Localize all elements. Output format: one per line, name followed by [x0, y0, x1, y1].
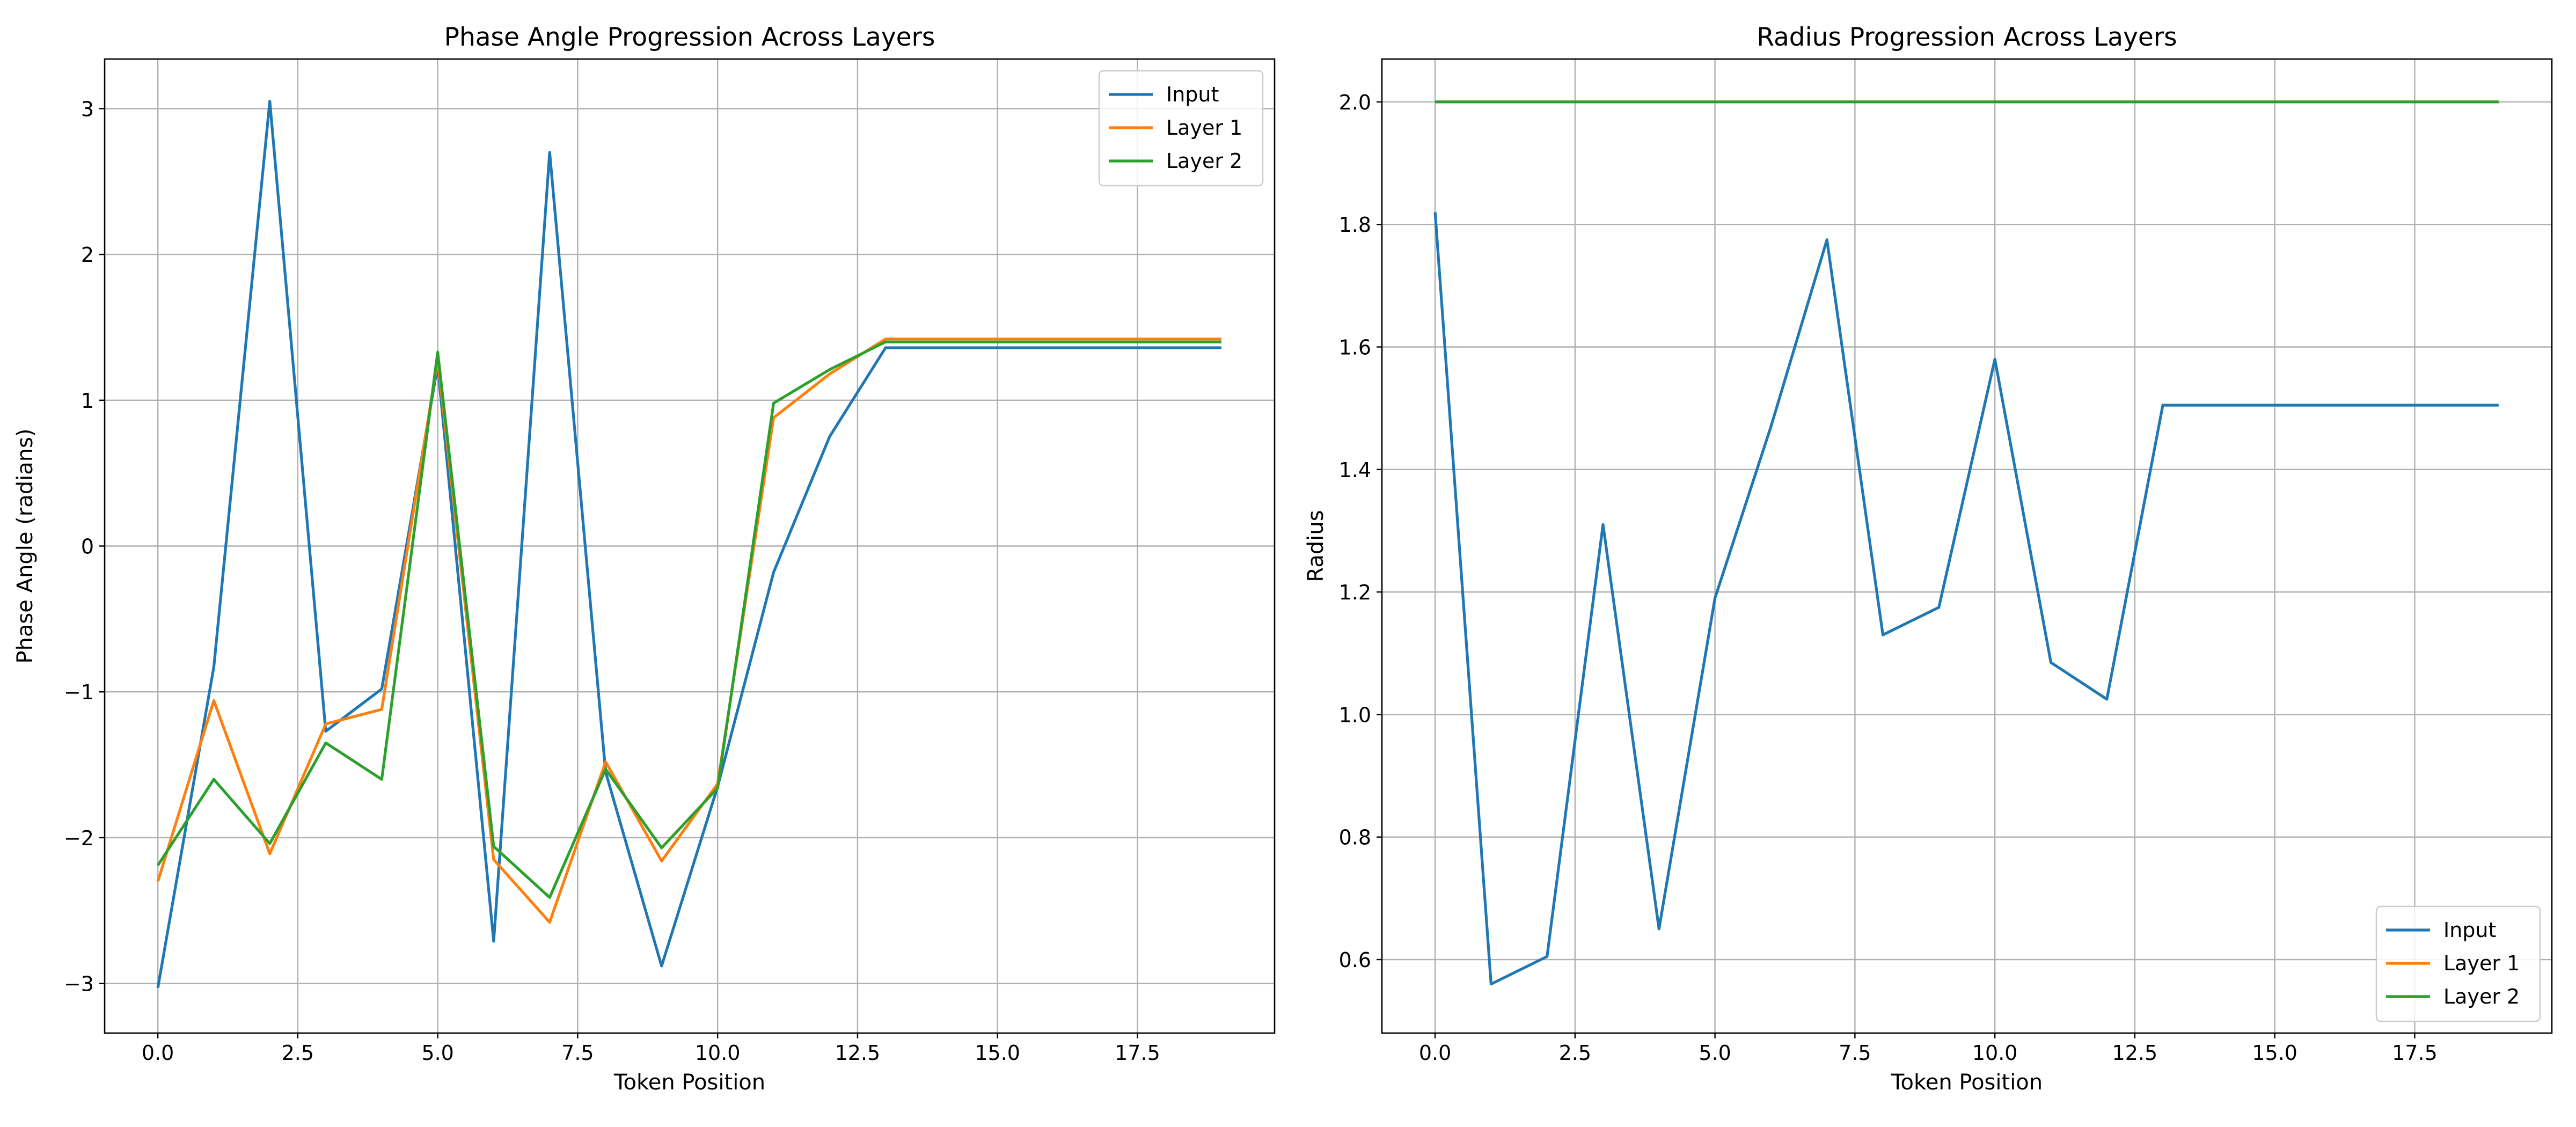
radius-y-tick-label: 2.0 — [1339, 91, 1371, 114]
phase-angle-chart: 0.0 2.5 5.0 7.5 10.0 12.5 15.0 17.5 −3 −2 −1 0 1 2 3 P… — [13, 23, 1276, 1095]
radius-x-axis-label: Token Position — [1891, 1070, 2043, 1095]
radius-x-tick-label: 17.5 — [2392, 1041, 2438, 1065]
phase-angle-y-tick-label: 1 — [81, 389, 94, 413]
radius-ticks: 0.0 2.5 5.0 7.5 10.0 12.5 15.0 17.5 0.6 0.8 1.0 1.2… — [1339, 91, 2438, 1065]
phase-angle-grid — [105, 59, 1275, 1033]
phase-angle-legend-label: Input — [1166, 83, 1219, 106]
phase-angle-series-layer-1 — [156, 338, 1221, 924]
phase-angle-y-axis-label: Phase Angle (radians) — [13, 428, 38, 663]
radius-legend-label: Layer 2 — [2443, 985, 2520, 1008]
phase-angle-x-tick-label: 15.0 — [975, 1041, 1020, 1065]
radius-x-tick-label: 15.0 — [2252, 1041, 2297, 1065]
radius-legend-label: Input — [2443, 918, 2496, 942]
radius-y-tick-label: 1.8 — [1339, 213, 1371, 237]
phase-angle-y-tick-label: −2 — [64, 826, 94, 850]
phase-angle-x-axis-label: Token Position — [613, 1070, 765, 1095]
phase-angle-y-tick-label: 2 — [81, 243, 94, 267]
radius-series — [1433, 100, 2499, 986]
radius-x-tick-label: 10.0 — [1972, 1041, 2018, 1065]
phase-angle-series-layer-2 — [156, 340, 1221, 899]
phase-angle-ticks: 0.0 2.5 5.0 7.5 10.0 12.5 15.0 17.5 −3 −2 −1 0 1 2 3 — [64, 97, 1160, 1065]
radius-y-tick-label: 1.4 — [1339, 458, 1371, 482]
phase-angle-x-tick-label: 2.5 — [282, 1041, 314, 1065]
radius-chart: 0.0 2.5 5.0 7.5 10.0 12.5 15.0 17.5 0.6 0.8 1.0 1.2… — [1304, 23, 2553, 1095]
phase-angle-x-tick-label: 0.0 — [142, 1041, 174, 1065]
phase-angle-x-tick-label: 17.5 — [1115, 1041, 1160, 1065]
phase-angle-x-tick-label: 10.0 — [695, 1041, 741, 1065]
radius-x-tick-label: 0.0 — [1419, 1041, 1451, 1065]
phase-angle-series-input — [156, 100, 1221, 989]
radius-series-input — [1433, 212, 2499, 986]
phase-angle-legend-label: Layer 1 — [1166, 116, 1242, 140]
phase-angle-legend-box — [1098, 70, 1264, 187]
radius-y-tick-label: 0.8 — [1339, 826, 1371, 850]
radius-x-tick-label: 12.5 — [2112, 1041, 2158, 1065]
radius-legend-label: Layer 1 — [2443, 952, 2520, 975]
radius-y-axis-label: Radius — [1304, 510, 1328, 582]
radius-chart-title: Radius Progression Across Layers — [1757, 23, 2177, 52]
radius-y-tick-label: 1.0 — [1339, 703, 1371, 727]
radius-y-tick-label: 1.6 — [1339, 336, 1371, 360]
radius-x-tick-label: 7.5 — [1839, 1041, 1871, 1065]
radius-y-tick-label: 1.2 — [1339, 581, 1371, 604]
phase-angle-y-tick-label: −3 — [64, 972, 94, 996]
radius-axes-frame — [1381, 58, 2553, 1034]
radius-x-tick-label: 5.0 — [1699, 1041, 1731, 1065]
radius-legend-box — [2375, 905, 2541, 1022]
phase-angle-x-tick-label: 7.5 — [561, 1041, 594, 1065]
phase-angle-y-tick-label: 0 — [81, 535, 94, 559]
phase-angle-x-tick-label: 5.0 — [421, 1041, 453, 1065]
phase-angle-chart-title: Phase Angle Progression Across Layers — [444, 23, 935, 52]
phase-angle-y-tick-label: 3 — [81, 97, 94, 121]
radius-y-tick-label: 0.6 — [1339, 948, 1371, 972]
radius-legend: Input Layer 1 Layer 2 — [2375, 905, 2541, 1022]
phase-angle-series — [156, 100, 1221, 989]
radius-x-tick-label: 2.5 — [1559, 1041, 1591, 1065]
phase-angle-legend: Input Layer 1 Layer 2 — [1098, 70, 1264, 187]
phase-angle-y-tick-label: −1 — [64, 680, 94, 704]
phase-angle-x-tick-label: 12.5 — [835, 1041, 881, 1065]
phase-angle-legend-label: Layer 2 — [1166, 149, 1242, 173]
